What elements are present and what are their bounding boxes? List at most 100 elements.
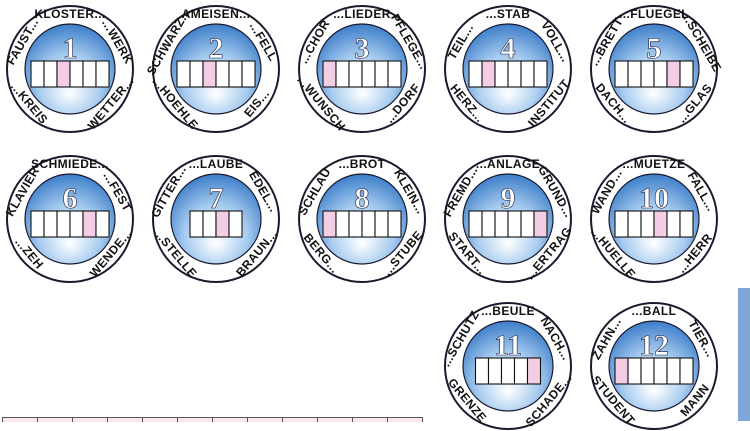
answer-cell[interactable] bbox=[374, 60, 389, 88]
answer-cell[interactable] bbox=[494, 60, 509, 88]
answer-cell[interactable] bbox=[500, 357, 516, 385]
answer-cell-highlighted[interactable] bbox=[666, 60, 681, 88]
puzzle-disc-graphic: ...CHOR...LIEDERPFLEGE......DORF...WUNSC… bbox=[294, 5, 431, 134]
answer-cell[interactable] bbox=[679, 357, 694, 385]
answer-cell[interactable] bbox=[95, 60, 110, 88]
puzzle-disc-10: WAND... ...MUETZE FALL... ...HERR ...HUELLE 1… bbox=[588, 154, 719, 284]
answer-cell[interactable] bbox=[507, 60, 522, 88]
answer-cell-highlighted[interactable] bbox=[202, 60, 217, 88]
puzzle-disc-5: ...BRETT ...FLUEGEL ...SCHEIBE ...GLAS DACH.… bbox=[587, 4, 724, 134]
answer-cell[interactable] bbox=[481, 210, 496, 238]
puzzle-disc-graphic: ...BRETT...FLUEGEL...SCHEIBE...GLASDACH.… bbox=[587, 5, 724, 133]
answer-cell[interactable] bbox=[82, 60, 97, 88]
answer-cell[interactable] bbox=[474, 357, 490, 385]
puzzle-number: 1 bbox=[63, 32, 78, 65]
answer-cell[interactable] bbox=[374, 210, 389, 238]
answer-cell[interactable] bbox=[43, 60, 58, 88]
answer-cell-highlighted[interactable] bbox=[526, 357, 542, 385]
answer-cell[interactable] bbox=[387, 60, 402, 88]
puzzle-disc-8: SCHLAU ...BROT KLEIN... ...STUBE BERG... 8 bbox=[295, 154, 428, 284]
answer-cell[interactable] bbox=[56, 210, 71, 238]
answer-cell-highlighted[interactable] bbox=[614, 357, 629, 385]
answer-cell-highlighted[interactable] bbox=[56, 60, 71, 88]
answer-cell[interactable] bbox=[653, 60, 668, 88]
answer-slot[interactable] bbox=[108, 418, 143, 422]
puzzle-number: 9 bbox=[501, 182, 516, 215]
answer-cell[interactable] bbox=[228, 60, 243, 88]
answer-cell[interactable] bbox=[335, 210, 350, 238]
answer-cell[interactable] bbox=[215, 60, 230, 88]
answer-cell[interactable] bbox=[640, 210, 655, 238]
answer-cell[interactable] bbox=[507, 210, 522, 238]
answer-cell[interactable] bbox=[520, 60, 535, 88]
answer-cell-highlighted[interactable] bbox=[653, 210, 668, 238]
answer-cell[interactable] bbox=[494, 210, 509, 238]
ring-word: ...BALL bbox=[632, 304, 677, 318]
answer-slot[interactable] bbox=[3, 418, 38, 422]
answer-cell[interactable] bbox=[69, 210, 84, 238]
answer-cell[interactable] bbox=[241, 60, 256, 88]
answer-slot[interactable] bbox=[73, 418, 108, 422]
answer-cell[interactable] bbox=[69, 60, 84, 88]
answer-cell-highlighted[interactable] bbox=[322, 60, 337, 88]
answer-slot[interactable] bbox=[353, 418, 388, 422]
answer-cell[interactable] bbox=[348, 210, 363, 238]
answer-cell[interactable] bbox=[468, 60, 483, 88]
answer-cell[interactable] bbox=[640, 357, 655, 385]
answer-slot[interactable] bbox=[213, 418, 248, 422]
answer-slot[interactable] bbox=[178, 418, 213, 422]
answer-cell[interactable] bbox=[348, 60, 363, 88]
puzzle-number: 11 bbox=[494, 329, 522, 362]
answer-slot[interactable] bbox=[318, 418, 353, 422]
answer-cell[interactable] bbox=[679, 60, 694, 88]
answer-slot[interactable] bbox=[143, 418, 178, 422]
answer-cell[interactable] bbox=[513, 357, 529, 385]
puzzle-number: 2 bbox=[209, 32, 224, 65]
answer-cell[interactable] bbox=[30, 210, 45, 238]
ring-word: ...BEULE bbox=[481, 304, 535, 318]
answer-cell[interactable] bbox=[614, 210, 629, 238]
answer-cell-highlighted[interactable] bbox=[82, 210, 97, 238]
ring-word: ...MUETZE bbox=[623, 157, 686, 171]
answer-cell-highlighted[interactable] bbox=[533, 210, 548, 238]
answer-cell-highlighted[interactable] bbox=[322, 210, 337, 238]
answer-cell[interactable] bbox=[189, 210, 204, 238]
answer-slot[interactable] bbox=[283, 418, 318, 422]
answer-cell[interactable] bbox=[189, 60, 204, 88]
answer-cell[interactable] bbox=[653, 357, 668, 385]
answer-cell[interactable] bbox=[487, 357, 503, 385]
puzzle-disc-12: ZAHN... ...BALL TIER... MANN STUDENT 12 bbox=[589, 301, 719, 431]
answer-cell[interactable] bbox=[520, 210, 535, 238]
answer-cell[interactable] bbox=[361, 210, 376, 238]
answer-cell[interactable] bbox=[627, 210, 642, 238]
answer-cell[interactable] bbox=[202, 210, 217, 238]
side-panel-tab[interactable] bbox=[738, 288, 750, 421]
answer-cell[interactable] bbox=[627, 357, 642, 385]
answer-cell[interactable] bbox=[335, 60, 350, 88]
answer-cell[interactable] bbox=[30, 60, 45, 88]
answer-cell[interactable] bbox=[361, 60, 376, 88]
ring-word: ...FLUEGEL bbox=[619, 7, 689, 21]
answer-cell[interactable] bbox=[176, 60, 191, 88]
answer-cell[interactable] bbox=[679, 210, 694, 238]
answer-cell[interactable] bbox=[228, 210, 243, 238]
answer-cell[interactable] bbox=[627, 60, 642, 88]
answer-cell[interactable] bbox=[640, 60, 655, 88]
answer-cell-highlighted[interactable] bbox=[215, 210, 230, 238]
puzzle-disc-graphic: SCHWARZ...AMEISEN......FELLEIS......HOEH… bbox=[144, 5, 280, 133]
answer-cell[interactable] bbox=[468, 210, 483, 238]
answer-cell[interactable] bbox=[666, 357, 681, 385]
answer-cell[interactable] bbox=[387, 210, 402, 238]
answer-slot[interactable] bbox=[248, 418, 283, 422]
answer-slot[interactable] bbox=[38, 418, 73, 422]
answer-cell[interactable] bbox=[666, 210, 681, 238]
answer-cell[interactable] bbox=[614, 60, 629, 88]
answer-cell-highlighted[interactable] bbox=[481, 60, 496, 88]
puzzle-disc-4: TEIL... ...STAB VOLL... INSTITUT HERZ... 4 bbox=[443, 4, 573, 134]
answer-cell[interactable] bbox=[533, 60, 548, 88]
answer-slot[interactable] bbox=[388, 418, 423, 422]
answer-cell[interactable] bbox=[43, 210, 58, 238]
answer-cell[interactable] bbox=[95, 210, 110, 238]
